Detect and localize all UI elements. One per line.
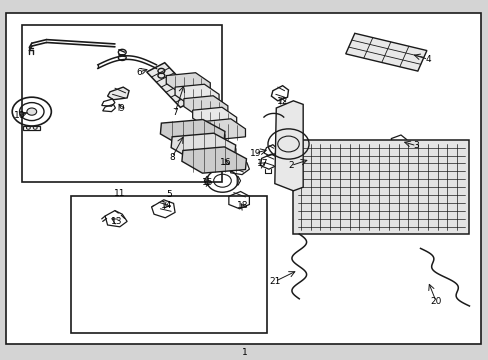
Polygon shape bbox=[192, 107, 236, 128]
Bar bbox=[293, 140, 468, 234]
Polygon shape bbox=[171, 133, 235, 159]
Text: 16: 16 bbox=[220, 158, 231, 167]
Polygon shape bbox=[274, 101, 303, 191]
Text: 8: 8 bbox=[169, 153, 175, 162]
Bar bbox=[22, 25, 222, 182]
Polygon shape bbox=[345, 33, 426, 71]
Text: 1: 1 bbox=[241, 348, 247, 356]
Text: 10: 10 bbox=[14, 111, 25, 120]
Polygon shape bbox=[166, 73, 210, 94]
Polygon shape bbox=[182, 147, 246, 173]
Polygon shape bbox=[201, 119, 245, 140]
Text: 2: 2 bbox=[287, 161, 293, 170]
Polygon shape bbox=[146, 63, 198, 107]
Text: 19: 19 bbox=[249, 149, 261, 158]
Bar bbox=[71, 196, 266, 333]
Text: 6: 6 bbox=[136, 68, 142, 77]
Text: 3: 3 bbox=[413, 141, 419, 150]
Circle shape bbox=[27, 108, 37, 115]
Text: 18: 18 bbox=[236, 202, 248, 210]
Polygon shape bbox=[175, 84, 219, 105]
Text: 12: 12 bbox=[276, 97, 288, 106]
Text: 14: 14 bbox=[160, 202, 172, 210]
Text: 15: 15 bbox=[202, 179, 213, 188]
Text: 7: 7 bbox=[172, 108, 178, 117]
Text: 13: 13 bbox=[110, 217, 122, 226]
Text: 11: 11 bbox=[114, 189, 125, 198]
Text: 9: 9 bbox=[118, 104, 124, 113]
Polygon shape bbox=[107, 87, 129, 100]
Polygon shape bbox=[183, 96, 227, 117]
Polygon shape bbox=[278, 140, 356, 178]
Text: 21: 21 bbox=[268, 277, 280, 286]
Text: 4: 4 bbox=[425, 55, 430, 64]
Text: 20: 20 bbox=[429, 297, 441, 306]
Polygon shape bbox=[160, 120, 224, 146]
Text: 17: 17 bbox=[257, 159, 268, 168]
Text: 5: 5 bbox=[165, 190, 171, 199]
